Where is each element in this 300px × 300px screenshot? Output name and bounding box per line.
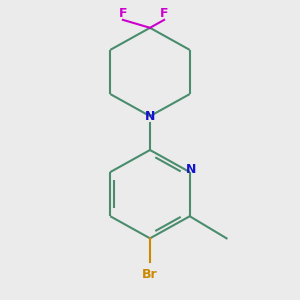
Text: Br: Br xyxy=(142,268,158,281)
Text: F: F xyxy=(160,8,168,20)
Text: N: N xyxy=(145,110,155,123)
Text: N: N xyxy=(186,163,196,176)
Text: F: F xyxy=(119,8,127,20)
